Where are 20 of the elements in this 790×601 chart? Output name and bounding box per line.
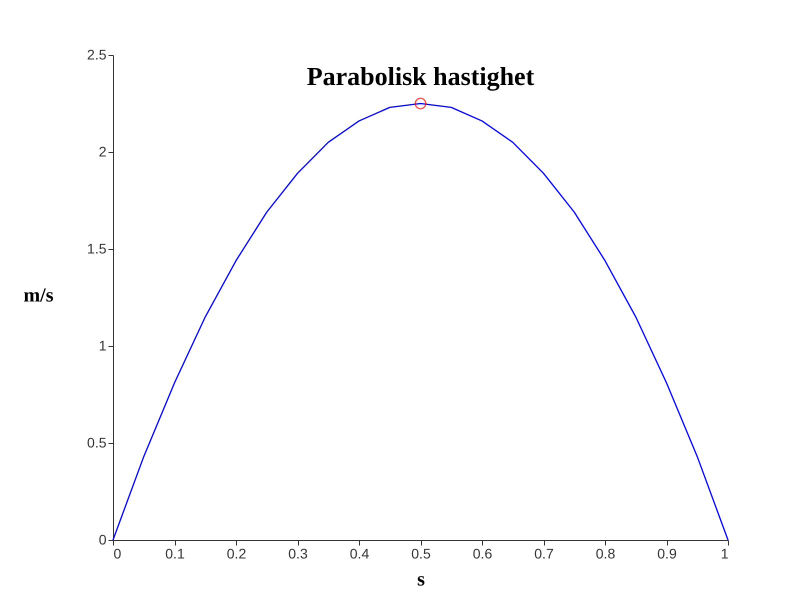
x-tick-label: 0.3 (288, 546, 308, 562)
x-tick-label: 0.2 (226, 546, 246, 562)
y-tick-label: 1 (98, 338, 107, 354)
x-axis-title: s (417, 568, 426, 590)
x-tick-label: 0.6 (472, 546, 492, 562)
x-tick-label: 1 (720, 546, 729, 562)
y-tick-label: 2 (98, 144, 107, 160)
y-tick-label: 1.5 (87, 240, 107, 256)
y-tick-label: 0 (98, 532, 107, 548)
x-tick-label: 0.9 (657, 546, 677, 562)
y-tick-label: 0.5 (87, 434, 107, 450)
x-tick-label: 0.8 (596, 546, 616, 562)
y-axis-title: m/s (24, 284, 54, 306)
x-tick-label: 0.4 (350, 546, 370, 562)
x-tick-label: 0 (114, 546, 122, 562)
chart-title: Parabolisk hastighet (306, 62, 535, 91)
y-tick-label: 2.5 (87, 46, 107, 62)
x-tick-label: 0.5 (411, 546, 431, 562)
x-tick-label: 0.1 (165, 546, 185, 562)
x-tick-label: 0.7 (534, 546, 554, 562)
